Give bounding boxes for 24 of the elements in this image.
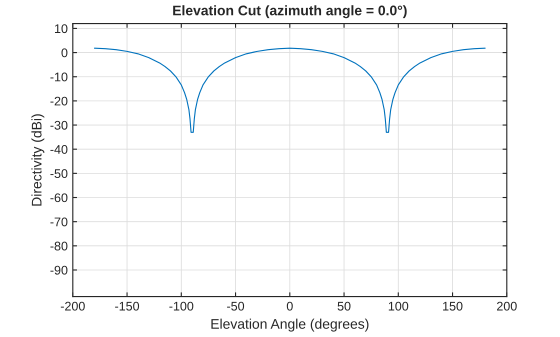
x-tick-label: 50 xyxy=(338,302,351,311)
x-tick-label: 150 xyxy=(443,302,462,311)
x-tick-label: -200 xyxy=(60,302,85,311)
x-tick-label: 100 xyxy=(388,302,408,311)
x-tick-label: -100 xyxy=(169,302,194,311)
y-tick-label: -10 xyxy=(50,72,68,82)
y-tick-label: -80 xyxy=(50,242,68,250)
y-tick-label: -50 xyxy=(50,169,68,178)
x-axis-title: Elevation Angle (degrees) xyxy=(211,318,368,332)
y-tick-label: -40 xyxy=(50,145,68,154)
x-tick-label: 0 xyxy=(286,302,293,311)
y-axis-title: Directivity (dBi) xyxy=(31,114,44,206)
x-tick-label: 200 xyxy=(497,302,517,311)
y-tick-label: -30 xyxy=(50,120,68,130)
y-tick-label: -20 xyxy=(50,96,68,106)
line-series xyxy=(94,48,486,133)
x-tick-label: -50 xyxy=(227,302,244,311)
x-tick-label: -150 xyxy=(115,302,140,311)
y-tick-label: -70 xyxy=(50,217,68,226)
chart-title: Elevation Cut (azimuth angle = 0.0°) xyxy=(173,5,407,18)
y-tick-label: 10 xyxy=(54,24,68,34)
y-tick-label: 0 xyxy=(61,48,68,58)
y-tick-label: -90 xyxy=(50,266,68,275)
y-tick-label: -60 xyxy=(50,193,68,202)
